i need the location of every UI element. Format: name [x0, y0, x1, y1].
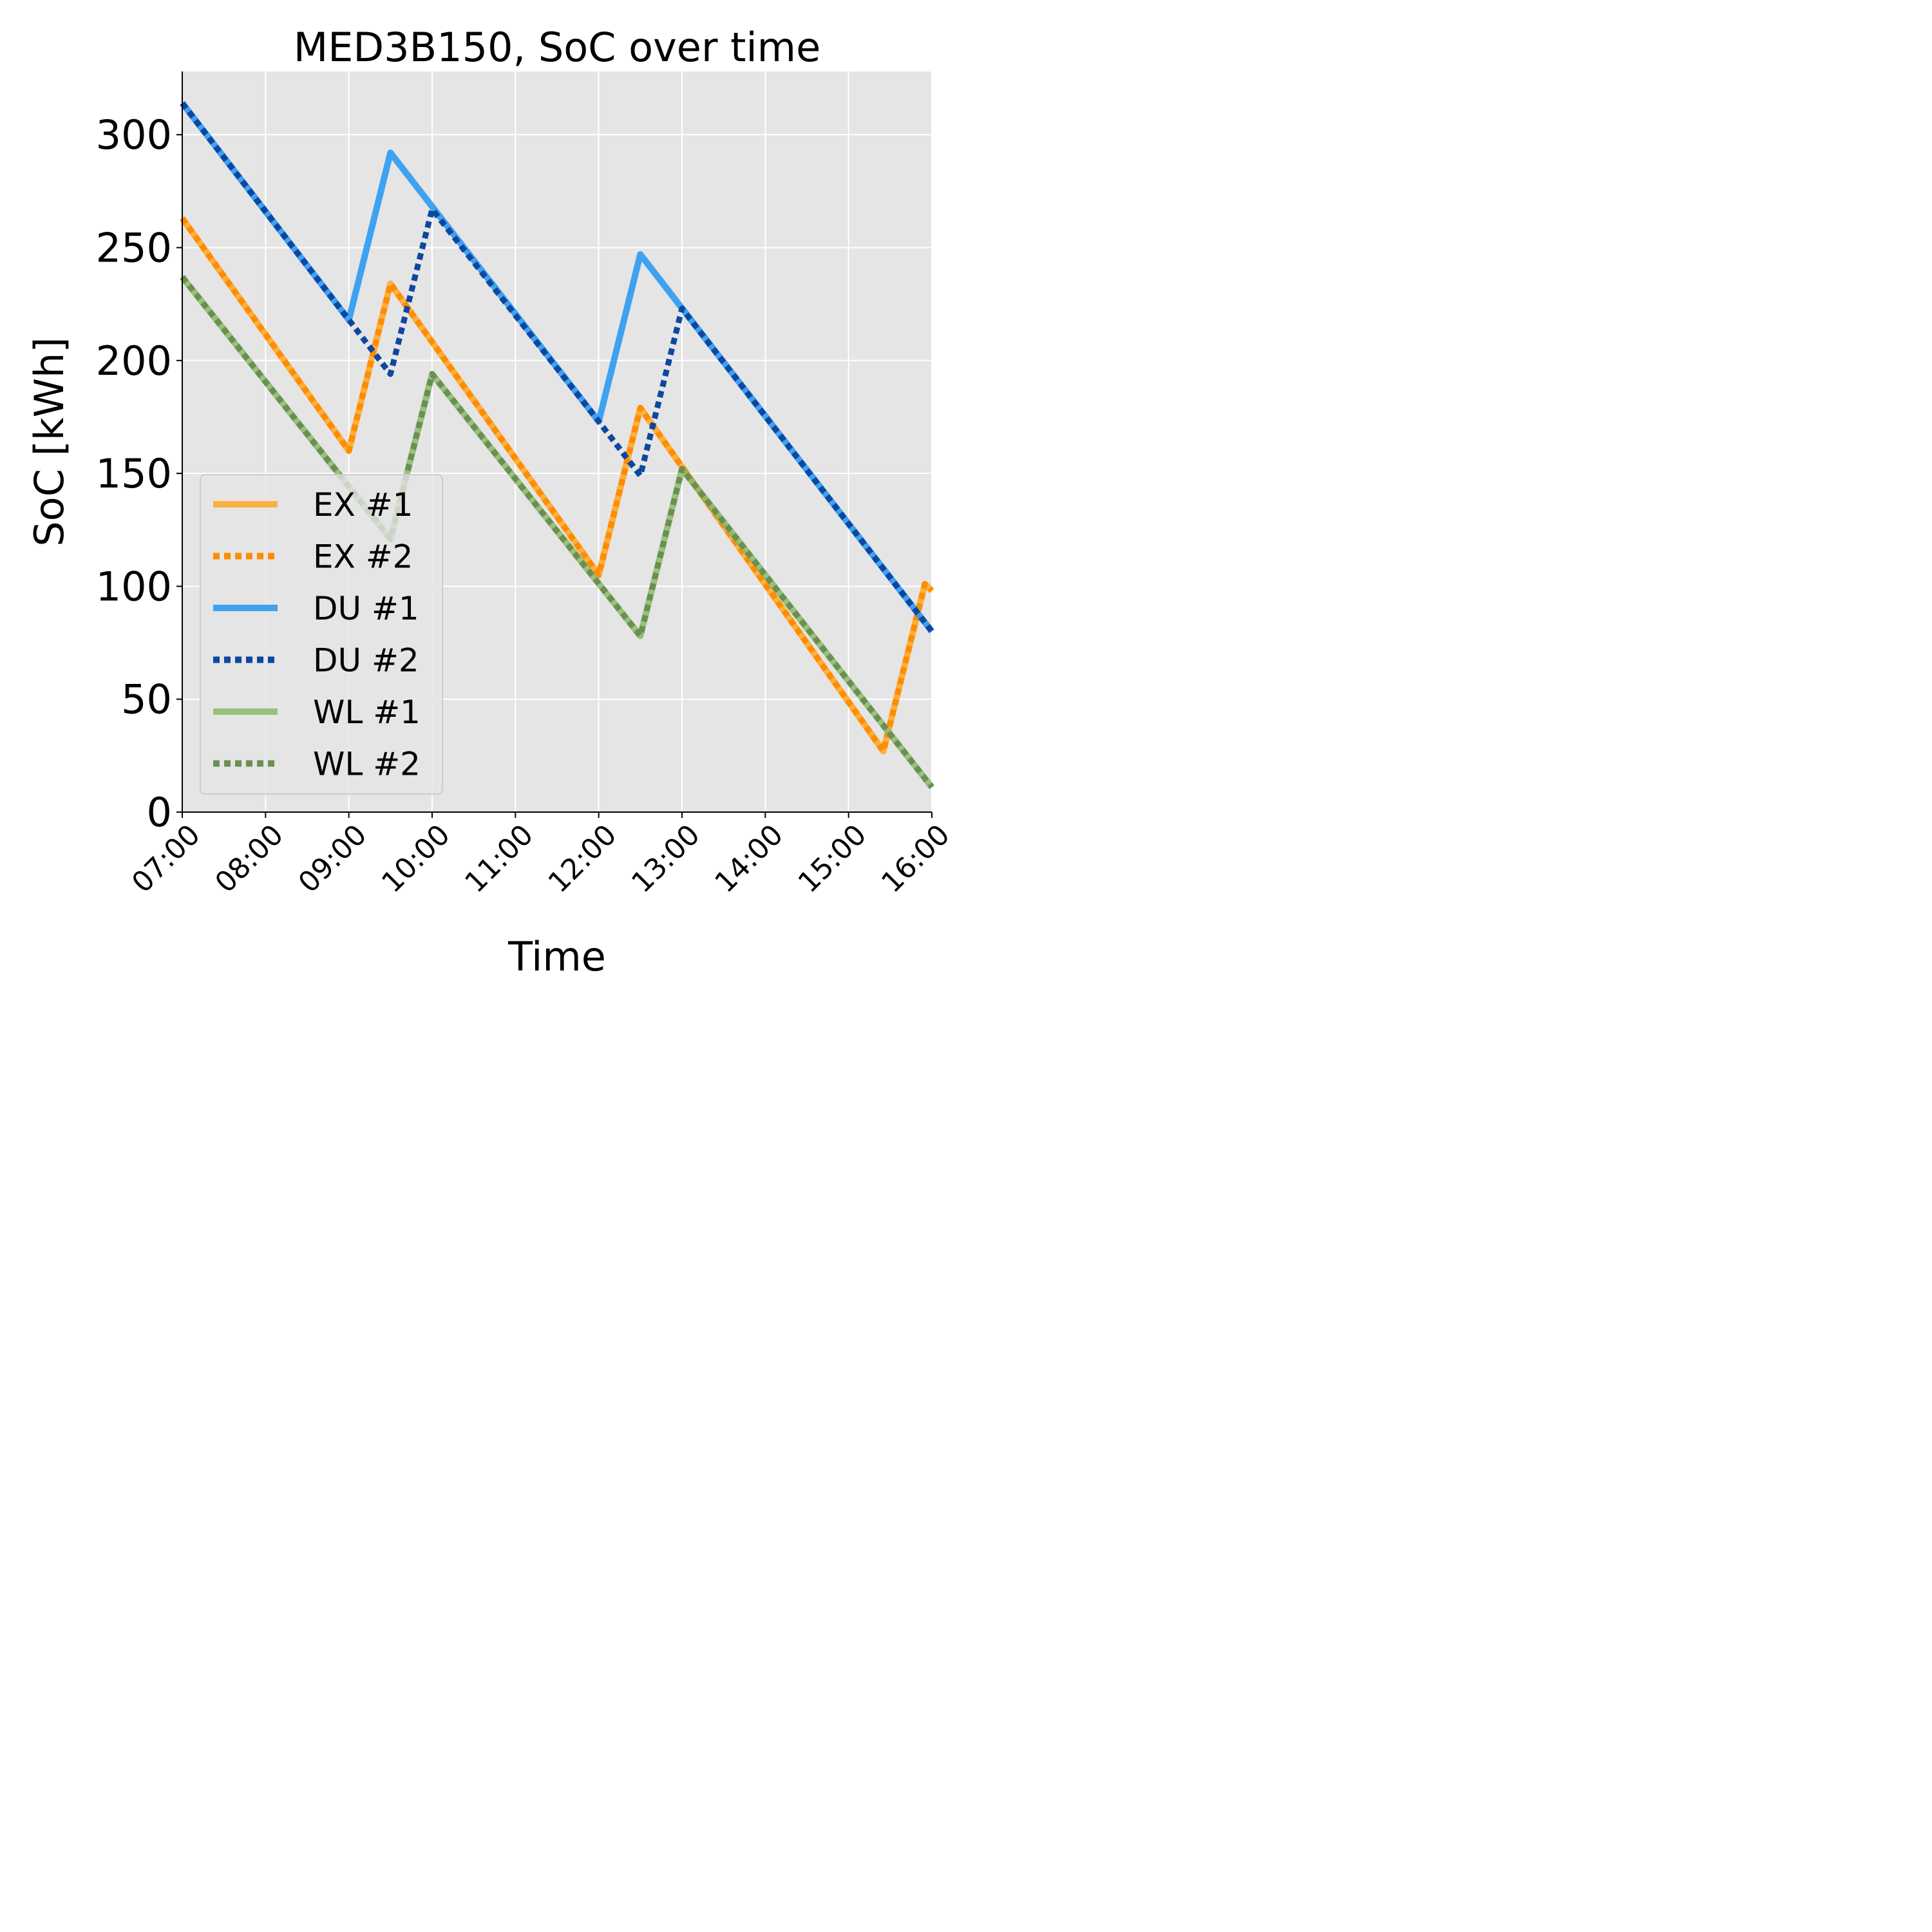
y-tick-label: 50 — [121, 676, 172, 723]
chart-title: MED3B150, SoC over time — [294, 24, 820, 71]
x-tick-label: 12:00 — [542, 819, 623, 900]
x-tick-label: 16:00 — [875, 819, 956, 900]
x-axis-label: Time — [507, 933, 606, 980]
series-line-ex-2 — [180, 216, 934, 754]
legend-label: DU #1 — [313, 590, 419, 627]
y-tick-label: 100 — [96, 563, 172, 610]
x-tick-label: 15:00 — [792, 819, 873, 900]
y-tick-label: 300 — [96, 111, 172, 158]
legend-label: EX #2 — [313, 538, 413, 576]
chart-root: 07:00 08:00 09:00 10:00 11:00 12:00 13:00 14:00… — [0, 0, 994, 994]
legend-label: WL #2 — [313, 746, 421, 783]
soc-line-chart: 07:00 08:00 09:00 10:00 11:00 12:00 13:00 14:00… — [26, 24, 956, 980]
legend-label: DU #2 — [313, 642, 419, 679]
series-line-du-2 — [180, 101, 934, 634]
legend: EX #1 EX #2 DU #1 DU #2 WL #1 WL #2 — [200, 474, 443, 795]
x-tick-label: 09:00 — [292, 819, 374, 900]
legend-label: EX #1 — [313, 486, 413, 524]
y-tick-label: 150 — [96, 450, 172, 497]
y-tick-label: 200 — [96, 337, 172, 384]
x-tick-label: 10:00 — [375, 819, 457, 900]
y-tick-label: 0 — [147, 789, 172, 836]
x-tick-label: 08:00 — [209, 819, 290, 900]
x-tick-label: 13:00 — [625, 819, 706, 900]
x-tick-label: 14:00 — [708, 819, 790, 900]
legend-label: WL #1 — [313, 694, 421, 731]
x-tick-label: 11:00 — [459, 819, 540, 900]
y-axis-label: SoC [kWh] — [26, 337, 73, 546]
axes — [176, 71, 933, 818]
y-tick-label: 250 — [96, 224, 172, 271]
